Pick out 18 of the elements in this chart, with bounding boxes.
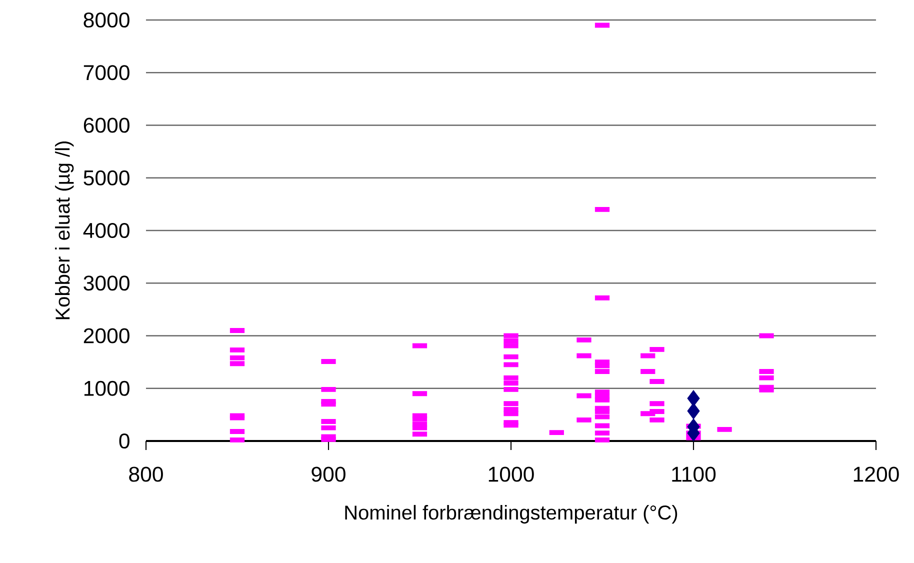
y-tick-label: 4000 (83, 222, 130, 238)
x-tick-label: 1200 (854, 466, 899, 482)
x-tick-label: 1000 (488, 466, 534, 482)
x-tick-label: 1100 (672, 466, 716, 482)
y-tick-label: 8000 (84, 12, 130, 28)
x-tick-label: 900 (312, 466, 346, 482)
point (687, 390, 700, 407)
y-tick-label: 2000 (84, 328, 130, 344)
x-tick-label: 800 (129, 466, 163, 482)
y-tick-label: 5000 (84, 170, 130, 186)
y-tick-label: 3000 (84, 276, 130, 291)
point (687, 402, 700, 420)
y-tick-label: 1000 (84, 380, 130, 396)
y-axis-title: Kobber i eluat (µg /l) (55, 142, 74, 320)
y-tick-label: 6000 (84, 118, 130, 133)
x-axis-title: Nominel forbrændingstemperatur (°C) (345, 504, 678, 524)
y-tick-label: 0 (119, 433, 130, 449)
y-tick-label: 7000 (84, 65, 130, 80)
